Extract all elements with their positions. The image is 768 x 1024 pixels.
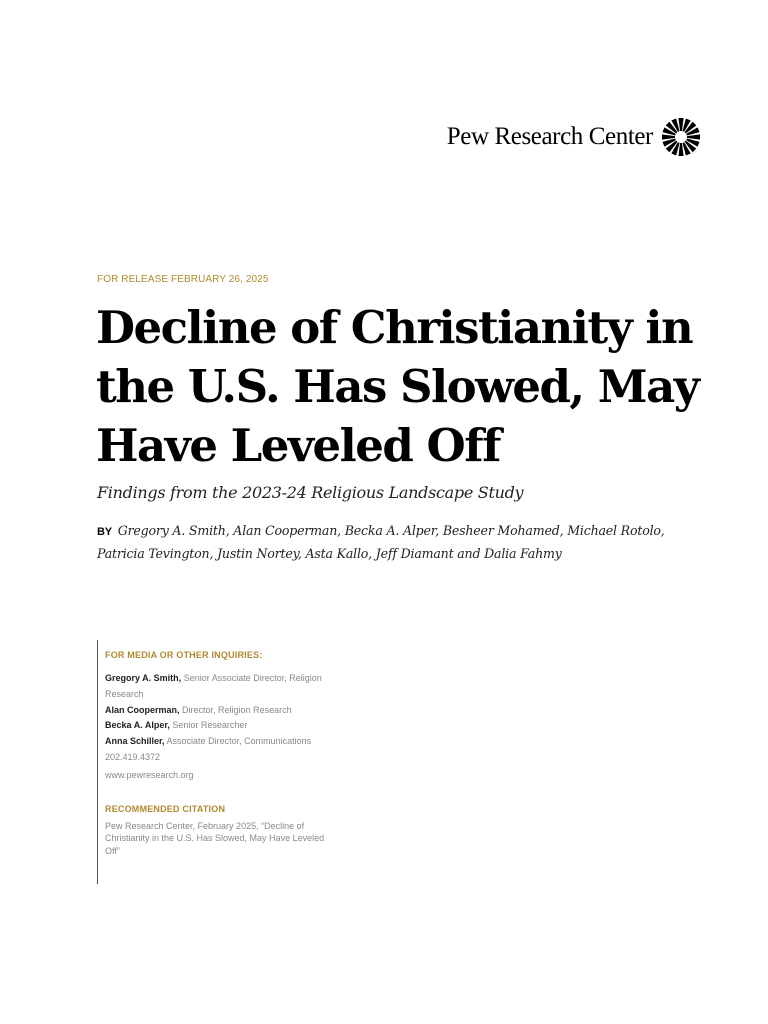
citation-heading: RECOMMENDED CITATION — [105, 803, 226, 814]
contact-role: Director, Religion Research — [182, 704, 292, 715]
contact-name: Alan Cooperman, — [105, 704, 180, 715]
author-list: Gregory A. Smith, Alan Cooperman, Becka … — [97, 523, 665, 561]
contact-list: Gregory A. Smith, Senior Associate Direc… — [105, 671, 327, 766]
logo-ray — [671, 142, 680, 156]
logo-ray — [687, 134, 700, 140]
report-subtitle: Findings from the 2023-24 Religious Land… — [97, 483, 524, 502]
report-title: Decline of Christianity in the U.S. Has … — [96, 301, 700, 472]
logo-ray — [678, 143, 684, 156]
brand-header: Pew Research Center — [447, 117, 701, 157]
logo-ray — [682, 142, 691, 156]
contact-name: Anna Schiller, — [105, 736, 165, 747]
contact-role: Senior Researcher — [172, 720, 248, 731]
media-inquiries-heading: FOR MEDIA OR OTHER INQUIRIES: — [105, 650, 263, 660]
release-date: FOR RELEASE FEBRUARY 26, 2025 — [97, 274, 269, 285]
logo-ray — [684, 140, 697, 153]
logo-ray — [665, 121, 678, 134]
contact-role: Associate Director, Communications — [166, 736, 312, 747]
byline-label: BY — [97, 526, 112, 538]
contact-name: Becka A. Alper, — [105, 720, 170, 731]
logo-ray — [684, 121, 697, 134]
sunburst-icon — [662, 118, 700, 156]
logo-ray — [678, 118, 684, 131]
logo-ray — [686, 138, 700, 147]
contact-entry: Alan Cooperman, Director, Religion Resea… — [105, 703, 327, 719]
logo-ray — [671, 118, 680, 132]
contact-name: Gregory A. Smith, — [105, 673, 182, 683]
inquiries-panel: FOR MEDIA OR OTHER INQUIRIES: Gregory A.… — [97, 640, 327, 884]
logo-ray — [665, 140, 678, 153]
logo-ray — [662, 138, 676, 147]
logo-ray — [682, 118, 691, 132]
citation-text: Pew Research Center, February 2025, “Dec… — [105, 820, 325, 856]
website-link[interactable]: www.pewresearch.org — [105, 769, 194, 780]
contact-entry: Becka A. Alper, Senior Researcher — [105, 718, 327, 734]
logo-ray — [662, 134, 675, 140]
contact-entry: Anna Schiller, Associate Director, Commu… — [105, 734, 327, 750]
logo-ray — [662, 127, 676, 136]
phone-number: 202.419.4372 — [105, 751, 161, 762]
byline: BY Gregory A. Smith, Alan Cooperman, Bec… — [97, 520, 697, 564]
contact-role: Senior Associate Director, Religion Rese… — [105, 673, 322, 699]
logo-ray — [686, 127, 700, 136]
organization-name: Pew Research Center — [446, 123, 654, 150]
contact-entry: Gregory A. Smith, Senior Associate Direc… — [105, 671, 327, 703]
